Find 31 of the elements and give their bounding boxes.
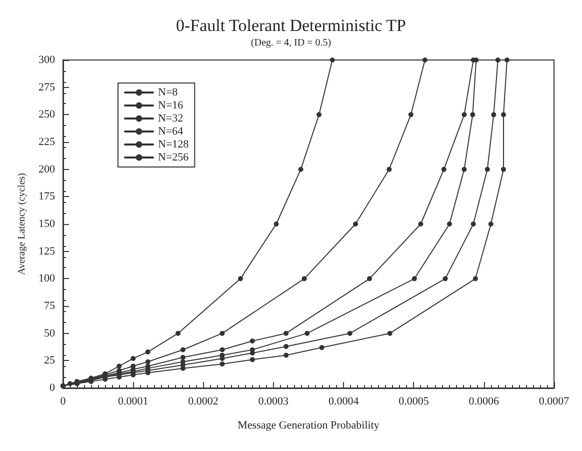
x-tick-label: 0.0006 — [468, 396, 500, 408]
y-tick-label: 0 — [50, 382, 56, 394]
y-tick-label: 175 — [38, 190, 56, 203]
chart-subtitle: (Deg. = 4, ID = 0.5) — [250, 38, 332, 48]
x-tick-label: 0.0005 — [398, 396, 430, 408]
y-tick-label: 225 — [38, 136, 56, 148]
x-tick-label: 0.0003 — [258, 396, 290, 408]
x-tick-label: 0 — [60, 396, 66, 408]
y-tick-label: 75 — [44, 300, 56, 312]
x-tick-label: 0.0001 — [118, 396, 148, 408]
x-tick-label: 0.0004 — [328, 396, 360, 408]
legend-label: N=256 — [158, 152, 190, 164]
legend-label: N=64 — [158, 126, 184, 138]
chart-title: 0-Fault Tolerant Deterministic TP — [176, 16, 406, 35]
x-tick-label: 0.0002 — [188, 396, 218, 408]
x-axis-title: Message Generation Probability — [238, 420, 380, 432]
legend-label: N=32 — [158, 112, 184, 124]
y-axis-title: Average Latency (cycles) — [16, 173, 28, 275]
y-tick-label: 125 — [38, 245, 56, 258]
y-tick-label: 200 — [38, 163, 56, 176]
y-tick-label: 250 — [38, 108, 56, 121]
legend-label: N=128 — [158, 138, 190, 150]
y-tick-label: 275 — [38, 81, 56, 94]
x-tick-label: 0.0007 — [538, 396, 570, 408]
legend-label: N=16 — [158, 100, 184, 112]
y-tick-label: 50 — [44, 327, 56, 340]
y-tick-label: 300 — [38, 54, 56, 66]
y-tick-label: 150 — [38, 218, 56, 230]
legend-label: N=8 — [158, 86, 178, 98]
y-tick-label: 25 — [44, 354, 56, 367]
y-tick-label: 100 — [38, 272, 56, 285]
